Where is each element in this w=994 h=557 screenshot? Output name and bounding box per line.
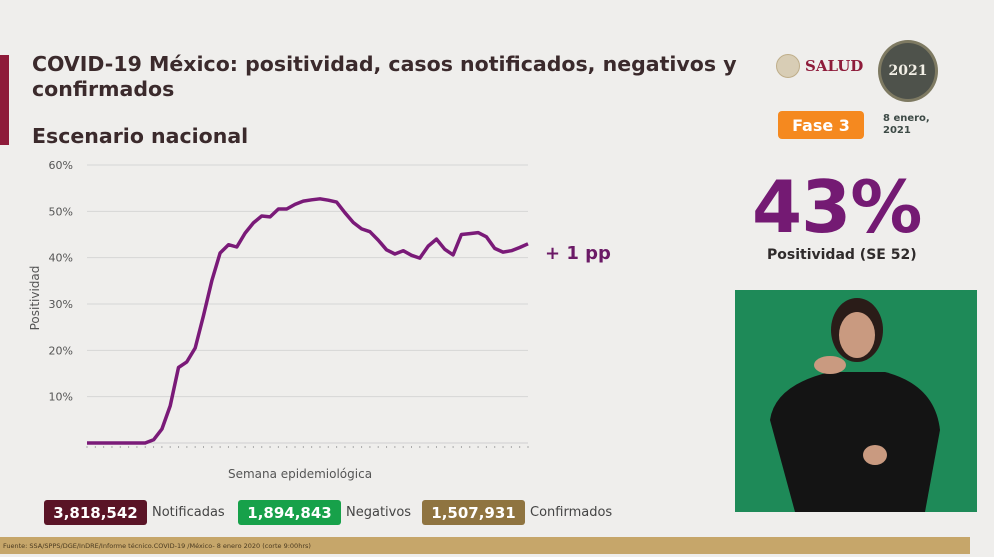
negativos-label: Negativos: [346, 505, 412, 520]
y-tick-label: 40%: [49, 252, 73, 265]
positivity-chart: 10% 20% 30% 40% 50% 60% Semana epidemiológica P…: [28, 159, 529, 481]
positivity-value: 43%: [752, 165, 922, 249]
accent-bar: [0, 55, 9, 145]
salud-logo-text: SALUD: [805, 57, 864, 75]
y-axis-label: Positividad: [28, 266, 42, 331]
notificadas-label: Notificadas: [152, 505, 225, 520]
notificadas-badge: 3,818,542: [44, 500, 147, 525]
positivity-series-line: [87, 197, 529, 445]
x-axis-label: Semana epidemiológica: [228, 467, 372, 481]
negativos-badge: 1,894,843: [238, 500, 341, 525]
confirmados-badge: 1,507,931: [422, 500, 525, 525]
y-tick-label: 10%: [49, 391, 73, 404]
mexico-2021-seal: 2021: [878, 40, 938, 102]
salud-logo: SALUD: [776, 54, 863, 78]
report-date: 8 enero, 2021: [883, 113, 930, 136]
page-title: COVID-19 México: positividad, casos noti…: [32, 52, 737, 101]
source-footer: Fuente: SSA/SPPS/DGE/InDRE/Informe técni…: [0, 537, 970, 554]
y-tick-label: 20%: [49, 344, 73, 357]
confirmados-label: Confirmados: [530, 505, 613, 520]
phase-badge: Fase 3: [778, 111, 864, 139]
page-subtitle: Escenario nacional: [32, 124, 249, 148]
y-tick-label: 50%: [49, 205, 73, 218]
change-label: + 1 pp: [545, 243, 611, 264]
sign-language-interpreter-video: [735, 290, 977, 512]
y-tick-label: 30%: [49, 298, 73, 311]
emblem-icon: [776, 54, 800, 78]
positivity-label: Positividad (SE 52): [767, 247, 917, 263]
interpreter-figure: [770, 298, 940, 512]
y-tick-label: 60%: [49, 159, 73, 172]
